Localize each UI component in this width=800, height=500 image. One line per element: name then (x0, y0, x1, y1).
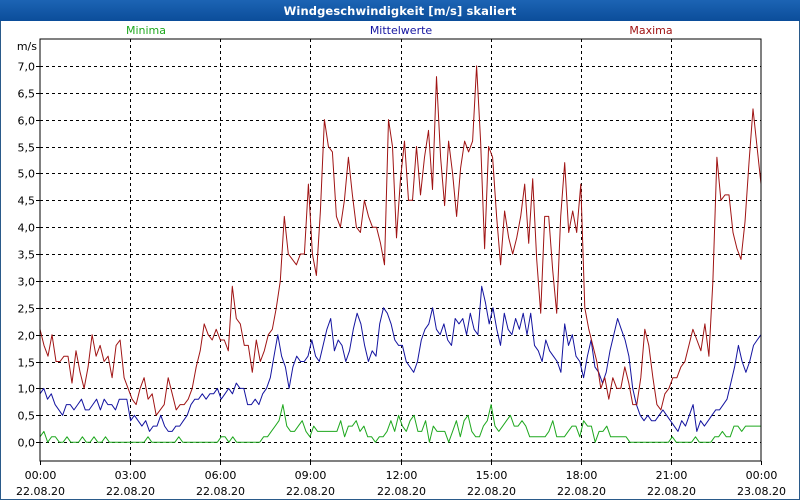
y-tick-label: 7,0 (18, 61, 36, 74)
plot-area-border (39, 38, 762, 462)
y-tick-label: 0,0 (18, 437, 36, 450)
x-tick-date-label: 22.08.20 (377, 485, 426, 498)
series-line-minima (39, 404, 761, 443)
y-axis-label: m/s (17, 40, 37, 53)
x-tick-time-label: 21:00 (656, 469, 688, 482)
x-tick-time-label: 09:00 (295, 469, 327, 482)
legend-label-maxima: Maxima (629, 24, 672, 37)
x-tick-date-label: 22.08.20 (16, 485, 65, 498)
title-bar: Windgeschwindigkeit [m/s] skaliert (0, 0, 800, 21)
x-tick-date-label: 23.08.20 (737, 485, 786, 498)
x-tick-time-label: 00:00 (25, 469, 57, 482)
x-tick-time-label: 15:00 (476, 469, 508, 482)
x-tick-date-label: 22.08.20 (196, 485, 245, 498)
series-line-maxima (39, 65, 762, 416)
x-tick-date-label: 22.08.20 (557, 485, 606, 498)
series-line-mittelwerte (39, 285, 762, 432)
y-tick-label: 1,5 (18, 357, 36, 370)
x-tick-time-label: 18:00 (566, 469, 598, 482)
window-title: Windgeschwindigkeit [m/s] skaliert (283, 3, 517, 18)
x-tick-time-label: 12:00 (386, 469, 418, 482)
y-tick-label: 4,0 (18, 222, 36, 235)
x-tick-date-label: 22.08.20 (467, 485, 516, 498)
x-tick-time-label: 00:00 (746, 469, 778, 482)
y-tick-label: 5,5 (18, 142, 36, 155)
x-tick-time-label: 06:00 (205, 469, 237, 482)
y-tick-label: 2,0 (18, 330, 36, 343)
x-tick-date-label: 22.08.20 (647, 485, 696, 498)
legend-label-mittelwerte: Mittelwerte (370, 24, 433, 37)
y-tick-label: 6,5 (18, 88, 36, 101)
y-tick-label: 4,5 (18, 195, 36, 208)
y-tick-label: 2,5 (18, 303, 36, 316)
y-tick-label: 1,0 (18, 383, 36, 396)
x-tick-time-label: 03:00 (115, 469, 147, 482)
x-tick-date-label: 22.08.20 (286, 485, 335, 498)
x-tick-date-label: 22.08.20 (106, 485, 155, 498)
y-tick-label: 0,5 (18, 410, 36, 423)
y-tick-label: 3,5 (18, 249, 36, 262)
y-tick-label: 3,0 (18, 276, 36, 289)
legend-label-minima: Minima (126, 24, 166, 37)
y-tick-label: 5,0 (18, 168, 36, 181)
y-tick-label: 6,0 (18, 115, 36, 128)
